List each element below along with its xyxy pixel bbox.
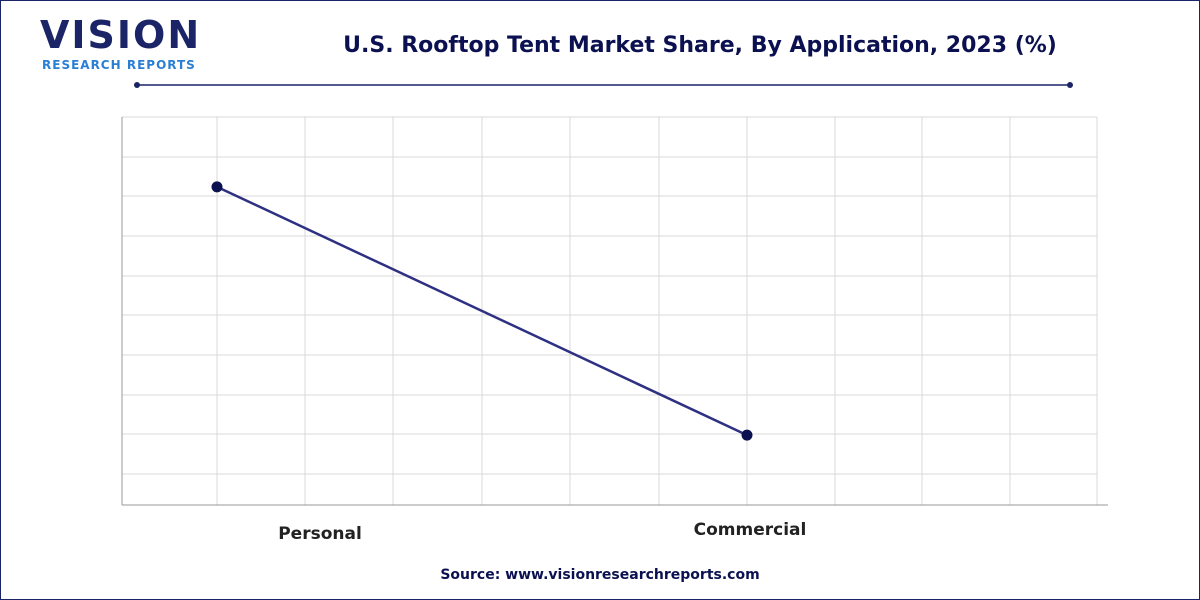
logo-tagline: RESEARCH REPORTS <box>42 58 196 72</box>
rule-dot <box>1067 82 1073 88</box>
x-tick-label: Personal <box>278 524 362 544</box>
marker <box>211 181 223 193</box>
logo-name: VISION <box>40 13 201 57</box>
source: Source: www.visionresearchreports.com <box>440 567 759 583</box>
chart-title: U.S. Rooftop Tent Market Share, By Appli… <box>343 33 1057 58</box>
rule-dot <box>134 82 140 88</box>
line <box>216 185 748 437</box>
marker <box>741 429 753 441</box>
x-tick-label: Commercial <box>694 520 807 540</box>
